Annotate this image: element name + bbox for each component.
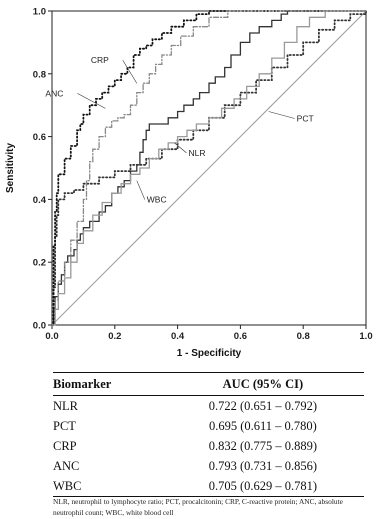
header-biomarker: Biomarker — [53, 376, 112, 391]
biomarker-cell: WBC — [53, 478, 82, 493]
table-row: CRP 0.832 (0.775 – 0.889) — [53, 436, 364, 456]
reference-line — [51, 10, 367, 326]
annotation-label-anc: ANC — [45, 88, 63, 98]
x-tick-label: 0.8 — [297, 331, 310, 342]
x-tick-label: 0.6 — [234, 331, 247, 342]
table-header-row: Biomarker AUC (95% CI) — [53, 372, 364, 396]
biomarker-cell: NLR — [53, 398, 78, 413]
x-tick-label: 0.4 — [171, 331, 185, 342]
y-tick-label: 1.0 — [33, 7, 46, 18]
x-tick-label: 0.2 — [108, 331, 121, 342]
auc-table: Biomarker AUC (95% CI) NLR 0.722 (0.651 … — [53, 372, 364, 497]
annotation-label-nlr: NLR — [188, 148, 205, 158]
table-row: WBC 0.705 (0.629 – 0.781) — [53, 476, 364, 497]
biomarker-cell: CRP — [53, 438, 77, 453]
series-line-crp — [51, 10, 367, 326]
table-footnote: NLR, neutrophil to lymphocyte ratio; PCT… — [53, 497, 343, 517]
series-line-pct — [51, 10, 367, 326]
x-tick-label: 1.0 — [359, 331, 372, 342]
auc-cell: 0.695 (0.611 – 0.780) — [208, 418, 317, 433]
table-row: NLR 0.722 (0.651 – 0.792) — [53, 396, 364, 417]
auc-cell: 0.705 (0.629 – 0.781) — [208, 478, 318, 493]
annotation-label-pct: PCT — [297, 113, 314, 123]
annotation-label-wbc: WBC — [147, 195, 167, 205]
annotation-leader — [136, 180, 146, 200]
annotation-leader — [268, 111, 295, 119]
annotation-leader — [77, 93, 106, 109]
biomarker-cell: ANC — [53, 458, 80, 473]
x-axis-title: 1 - Specificity — [177, 348, 242, 359]
y-tick-label: 0.8 — [33, 69, 46, 80]
header-auc: AUC (95% CI) — [222, 376, 304, 391]
series-line-wbc — [51, 10, 367, 326]
y-tick-label: 0.2 — [33, 258, 46, 269]
series-line-anc — [51, 10, 367, 326]
series-line-nlr — [51, 10, 367, 326]
y-axis-title: Sensitivity — [5, 143, 16, 193]
auc-cell: 0.832 (0.775 – 0.889) — [208, 438, 318, 453]
auc-cell: 0.722 (0.651 – 0.792) — [208, 398, 318, 413]
y-tick-label: 0.4 — [33, 195, 47, 206]
roc-chart: 0.0 0.2 0.4 0.6 0.8 1.0 0.0 0.2 0.4 0.6 0.8 1.0 1 - … — [5, 7, 373, 360]
annotation-label-crp: CRP — [91, 55, 109, 65]
table-row: ANC 0.793 (0.731 – 0.856) — [53, 456, 364, 476]
annotation-leader — [174, 142, 187, 154]
annotation-leader — [122, 60, 138, 84]
auc-cell: 0.793 (0.731 – 0.856) — [208, 458, 318, 473]
biomarker-cell: PCT — [53, 418, 76, 433]
y-tick-label: 0.0 — [33, 321, 46, 332]
y-tick-label: 0.6 — [33, 132, 46, 143]
x-tick-label: 0.0 — [45, 331, 58, 342]
table-row: PCT 0.695 (0.611 – 0.780) — [53, 416, 364, 436]
